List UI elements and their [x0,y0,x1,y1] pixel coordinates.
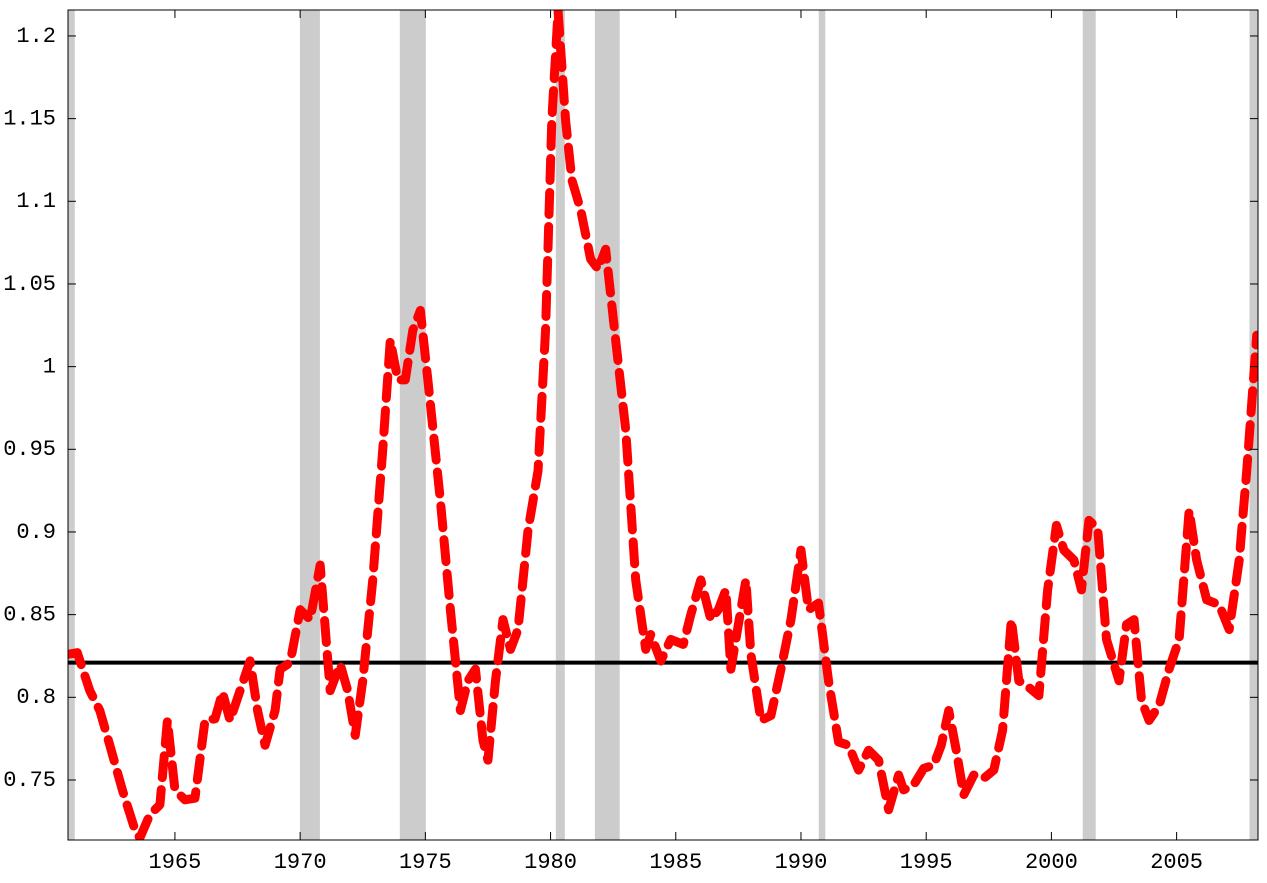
y-tick-label: 0.8 [16,685,56,710]
recession-band [818,10,826,840]
y-tick-label: 0.75 [3,768,56,793]
y-tick-label: 1.05 [3,272,56,297]
x-tick-label: 1995 [900,850,953,875]
data-line [68,10,1258,840]
x-tick-label: 1970 [274,850,327,875]
y-tick-label: 1.15 [3,106,56,131]
y-tick-label: 0.85 [3,602,56,627]
x-tick-label: 1980 [524,850,577,875]
recession-band [555,10,565,840]
x-tick-label: 1975 [399,850,452,875]
x-tick-label: 2000 [1025,850,1078,875]
x-tick-label: 1985 [649,850,702,875]
x-tick-label: 2005 [1150,850,1203,875]
y-tick-label: 0.9 [16,520,56,545]
y-tick-label: 0.95 [3,437,56,462]
recession-band [1082,10,1096,840]
recession-band [299,10,320,840]
y-tick-label: 1 [43,354,56,379]
recession-band [399,10,426,840]
x-tick-label: 1965 [149,850,202,875]
recession-band [68,10,75,840]
y-tick-label: 1.1 [16,189,56,214]
plot-frame [67,9,1259,841]
y-tick-label: 1.2 [16,24,56,49]
recession-band [594,10,620,840]
x-tick-label: 1990 [775,850,828,875]
